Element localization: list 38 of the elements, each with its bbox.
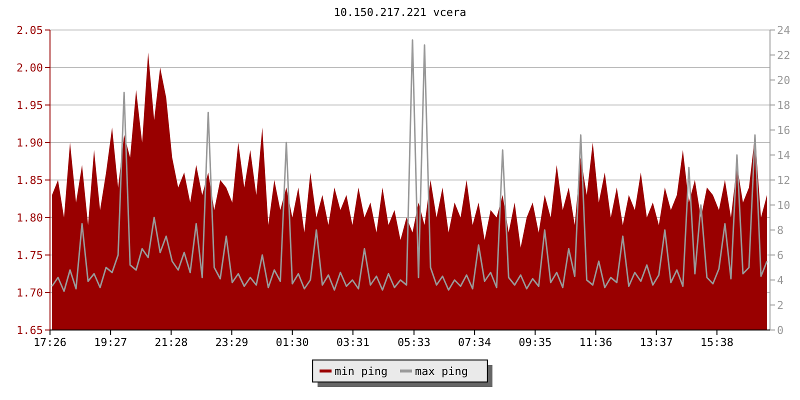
y2-tick-label: 0	[777, 324, 784, 337]
y2-tick-label: 16	[777, 124, 790, 137]
x-tick-label: 05:33	[397, 336, 431, 349]
line-series	[51, 39, 768, 292]
y-tick-label: 1.90	[16, 136, 43, 150]
y2-tick-label: 2	[777, 298, 784, 312]
x-tick-label: 19:27	[94, 336, 128, 349]
x-tick-label: 03:31	[336, 336, 370, 349]
y2-tick-label: 14	[777, 148, 791, 162]
y2-tick-label: 8	[777, 224, 784, 237]
x-tick-label: 15:38	[700, 336, 734, 349]
y-tick-label: 2.05	[16, 24, 43, 37]
y2-tick-label: 6	[777, 248, 784, 262]
y-tick-label: 1.70	[16, 286, 43, 300]
y-tick-label: 1.95	[16, 98, 43, 112]
y2-tick-label: 24	[777, 24, 791, 37]
y2-tick-label: 10	[777, 198, 790, 212]
chart-title: 10.150.217.221 vcera	[334, 6, 466, 19]
y-tick-label: 2.00	[16, 61, 43, 74]
y-tick-label: 1.65	[16, 324, 43, 337]
legend-label: min ping	[334, 364, 388, 378]
y-tick-label: 1.80	[16, 211, 43, 224]
x-tick-label: 07:34	[458, 336, 492, 349]
y2-tick-label: 22	[777, 48, 790, 62]
x-tick-label: 21:28	[154, 336, 188, 349]
x-tick-label: 11:36	[579, 336, 612, 349]
y-tick-label: 1.85	[16, 174, 43, 187]
y2-tick-label: 20	[777, 74, 790, 87]
y2-tick-label: 18	[777, 98, 790, 112]
x-tick-label: 17:26	[33, 336, 67, 349]
y-tick-label: 1.75	[16, 248, 43, 262]
y2-tick-label: 4	[777, 274, 784, 287]
x-tick-label: 01:30	[276, 336, 309, 349]
y2-tick-label: 12	[777, 174, 790, 187]
x-tick-label: 23:29	[215, 336, 248, 349]
x-tick-label: 09:35	[518, 336, 552, 349]
x-tick-label: 13:37	[640, 336, 673, 349]
legend-label: max ping	[415, 364, 468, 378]
